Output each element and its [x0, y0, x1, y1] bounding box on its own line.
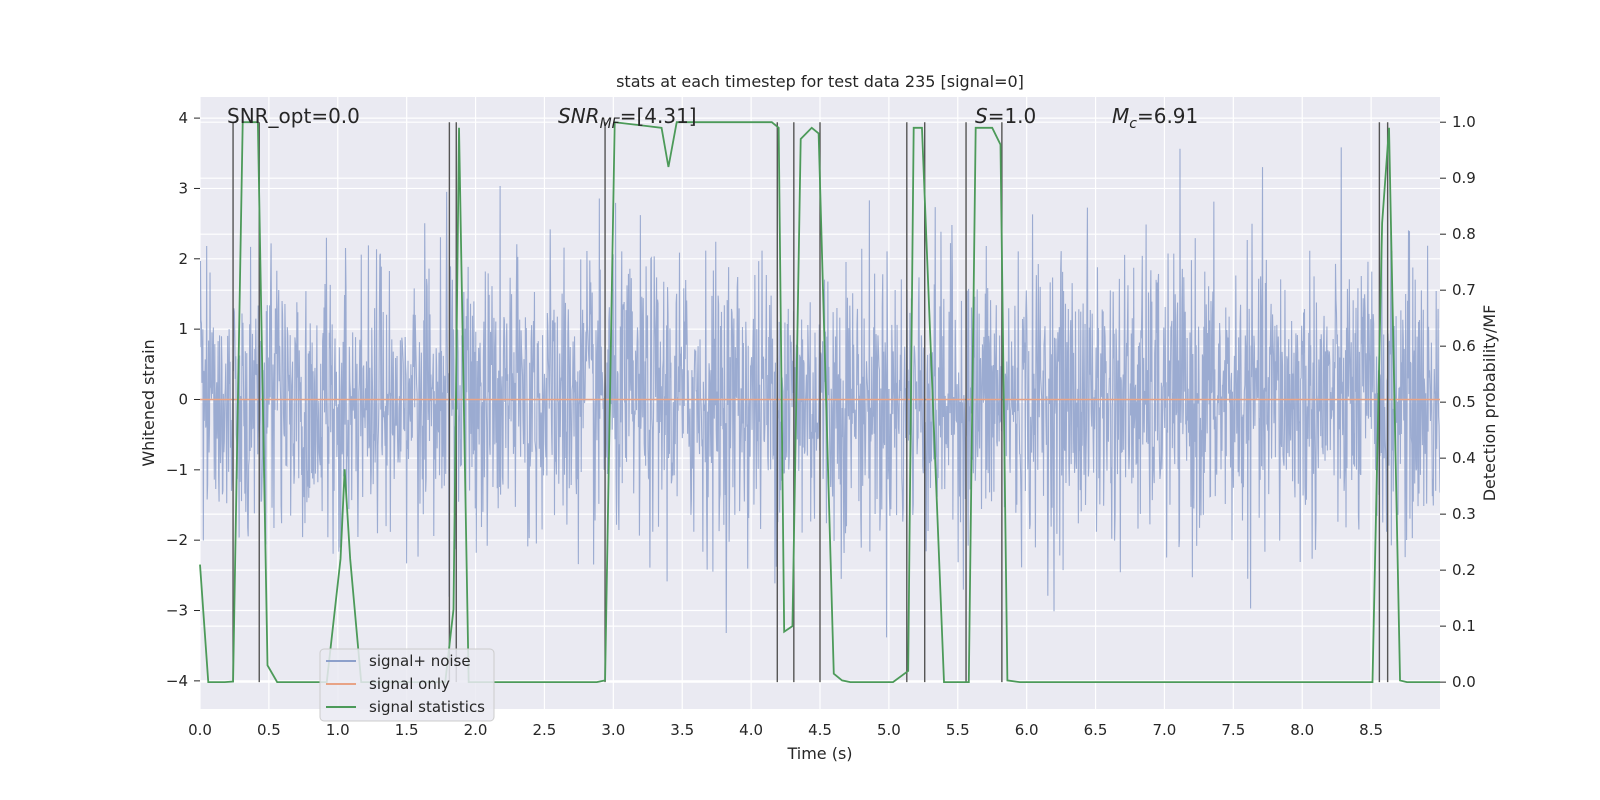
chart-title: stats at each timestep for test data 235…: [616, 72, 1024, 91]
x-tick-label: 5.5: [946, 721, 970, 739]
y2-tick-label: 0.6: [1452, 337, 1476, 355]
annotation-s-value: =1.0: [988, 104, 1037, 128]
x-tick-label: 1.5: [395, 721, 419, 739]
y2-tick-label: 0.0: [1452, 673, 1476, 691]
y2-axis-ticks: 1.0 0.9 0.8 0.7 0.6 0.5 0.4 0.3 0.2 0.1 0.0: [1440, 113, 1476, 691]
annotation-mc-value: =6.91: [1137, 104, 1198, 128]
y2-tick-label: 0.4: [1452, 449, 1476, 467]
y2-tick-label: 0.5: [1452, 393, 1476, 411]
x-axis-label: Time (s): [786, 744, 852, 763]
signal-statistics-line: [199, 121, 1440, 684]
y-tick-label: 0: [178, 390, 188, 408]
x-tick-label: 2.0: [464, 721, 488, 739]
annotation-snr-mf-value: =[4.31]: [620, 104, 697, 128]
signal-statistics-series: [199, 121, 1440, 684]
y-tick-label: 1: [178, 320, 188, 338]
legend-label-noise: signal+ noise: [369, 652, 471, 670]
y-tick-label: 4: [178, 109, 188, 127]
y2-tick-label: 0.7: [1452, 281, 1476, 299]
legend-label-signal-statistics: signal statistics: [369, 698, 485, 716]
annotation-mc-sub: c: [1129, 116, 1137, 132]
annotation-mc-main: M: [1112, 104, 1129, 128]
annotation-snr-mf-main: SNR: [558, 104, 600, 128]
y2-tick-label: 0.9: [1452, 169, 1476, 187]
x-axis-ticks: 0.0 0.5 1.0 1.5 2.0 2.5 3.0 3.5 4.0 4.5 5.0 5.5 6.0 6…: [188, 721, 1383, 739]
annotation-s-symbol: S: [975, 104, 988, 128]
x-tick-label: 0.5: [257, 721, 281, 739]
y-axis-label: Whitened strain: [139, 339, 158, 466]
x-tick-label: 6.0: [1015, 721, 1039, 739]
legend-label-signal-only: signal only: [369, 675, 450, 693]
y2-tick-label: 0.2: [1452, 561, 1476, 579]
x-tick-label: 1.0: [326, 721, 350, 739]
y-tick-label: 3: [178, 179, 188, 197]
y-tick-label: −2: [166, 531, 188, 549]
x-tick-label: 0.0: [188, 721, 212, 739]
legend-box: [319, 648, 495, 722]
y-axis-ticks: 4 3 2 1 0 −1 −2 −3 −4: [166, 109, 200, 690]
x-tick-label: 5.0: [877, 721, 901, 739]
x-tick-label: 4.0: [739, 721, 763, 739]
x-tick-label: 7.0: [1153, 721, 1177, 739]
y-tick-label: −1: [166, 461, 188, 479]
y2-tick-label: 0.3: [1452, 505, 1476, 523]
x-tick-label: 2.5: [533, 721, 557, 739]
x-tick-label: 8.5: [1359, 721, 1383, 739]
y2-tick-label: 0.1: [1452, 617, 1476, 635]
x-tick-label: 7.5: [1221, 721, 1245, 739]
annotation-snr-mf: SNRMF=[4.31]: [558, 104, 697, 132]
legend: signal+ noise signal only signal statist…: [319, 648, 495, 722]
y-tick-label: 2: [178, 250, 188, 268]
y2-axis-label: Detection probability/MF: [1480, 305, 1499, 502]
y-tick-label: −4: [166, 672, 188, 690]
annotation-s: S=1.0: [975, 104, 1036, 128]
annotation-snr-mf-sub: MF: [600, 116, 621, 132]
x-tick-label: 3.5: [670, 721, 694, 739]
x-tick-label: 8.0: [1290, 721, 1314, 739]
y-tick-label: −3: [166, 602, 188, 620]
x-tick-label: 3.0: [601, 721, 625, 739]
y2-tick-label: 0.8: [1452, 225, 1476, 243]
x-tick-label: 4.5: [808, 721, 832, 739]
y2-tick-label: 1.0: [1452, 113, 1476, 131]
annotation-snr-opt: SNR_opt=0.0: [227, 104, 360, 128]
x-tick-label: 6.5: [1084, 721, 1108, 739]
annotation-mc: Mc=6.91: [1112, 104, 1198, 132]
